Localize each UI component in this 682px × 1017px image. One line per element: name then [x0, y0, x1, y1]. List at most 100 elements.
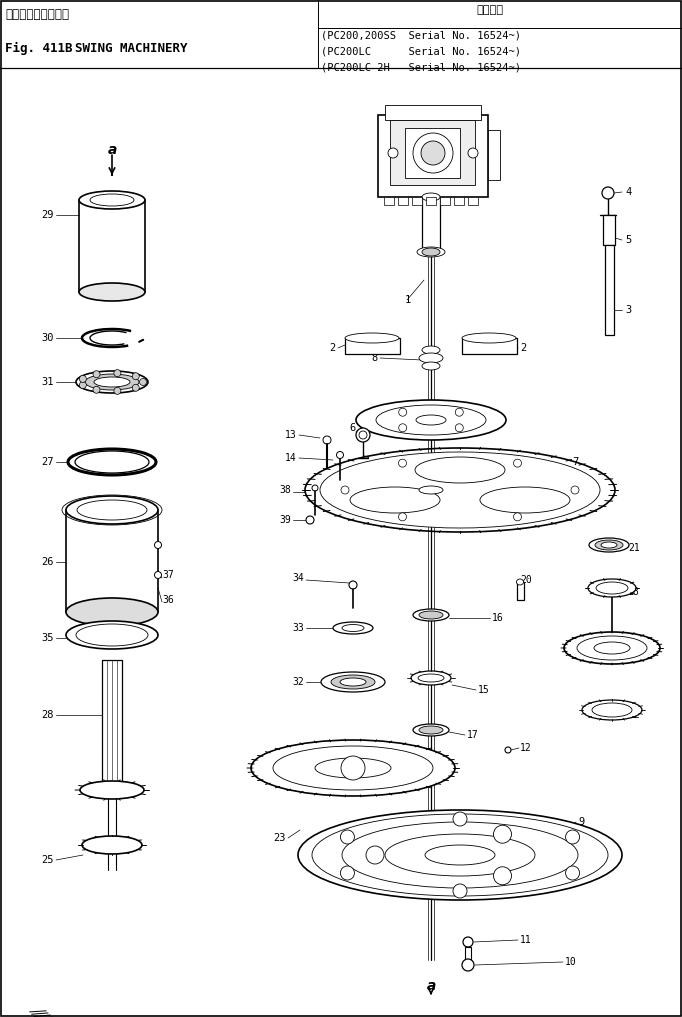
- Circle shape: [565, 830, 580, 844]
- Text: 5: 5: [625, 235, 632, 245]
- Ellipse shape: [413, 609, 449, 621]
- Circle shape: [79, 381, 87, 388]
- Circle shape: [514, 513, 522, 521]
- Ellipse shape: [320, 452, 600, 528]
- Circle shape: [388, 148, 398, 158]
- Text: 35: 35: [42, 633, 54, 643]
- Circle shape: [462, 959, 474, 971]
- Text: 25: 25: [42, 855, 54, 865]
- Ellipse shape: [80, 781, 144, 799]
- Ellipse shape: [462, 333, 516, 343]
- Bar: [462, 338, 517, 354]
- Ellipse shape: [577, 636, 647, 660]
- Ellipse shape: [419, 726, 443, 734]
- Circle shape: [356, 428, 370, 442]
- Text: 20: 20: [520, 575, 532, 585]
- Ellipse shape: [66, 598, 158, 626]
- Text: 13: 13: [285, 430, 297, 440]
- Circle shape: [453, 812, 467, 826]
- Circle shape: [155, 572, 162, 579]
- Circle shape: [155, 541, 162, 548]
- Bar: [440, 197, 450, 205]
- Ellipse shape: [251, 740, 455, 796]
- Bar: [378, 115, 488, 197]
- Text: 16: 16: [492, 613, 504, 623]
- Text: 適用号機: 適用号機: [477, 5, 503, 15]
- Ellipse shape: [588, 579, 636, 597]
- Ellipse shape: [376, 405, 486, 435]
- Text: 2: 2: [520, 343, 527, 353]
- Bar: [465, 947, 471, 961]
- Text: 4: 4: [625, 187, 632, 197]
- Bar: [422, 197, 440, 252]
- Text: 2: 2: [330, 343, 336, 353]
- Ellipse shape: [422, 346, 440, 354]
- Bar: [390, 120, 475, 185]
- Ellipse shape: [582, 700, 642, 720]
- Bar: [517, 582, 524, 600]
- Text: 37: 37: [162, 570, 174, 580]
- Text: 10: 10: [565, 957, 577, 967]
- Bar: [605, 245, 614, 335]
- Bar: [405, 128, 460, 178]
- Circle shape: [514, 459, 522, 467]
- Circle shape: [132, 384, 139, 392]
- Ellipse shape: [321, 672, 385, 692]
- Text: (PC200,200SS  Serial No. 16524~): (PC200,200SS Serial No. 16524~): [321, 29, 521, 40]
- Text: 21: 21: [628, 543, 640, 553]
- Text: 12: 12: [520, 743, 532, 753]
- Circle shape: [456, 424, 463, 432]
- Text: 19: 19: [628, 643, 640, 653]
- Circle shape: [341, 486, 349, 494]
- Text: a: a: [426, 979, 436, 993]
- Bar: [454, 197, 464, 205]
- Text: 18: 18: [628, 587, 640, 597]
- Ellipse shape: [79, 191, 145, 210]
- Ellipse shape: [323, 436, 331, 444]
- Text: 22: 22: [628, 710, 640, 720]
- Text: 38: 38: [279, 485, 291, 495]
- Text: 3: 3: [625, 305, 632, 315]
- Ellipse shape: [94, 377, 130, 387]
- Text: 27: 27: [42, 457, 54, 467]
- Text: Swing Motor: Swing Motor: [385, 147, 437, 157]
- Circle shape: [494, 825, 512, 843]
- Text: 6: 6: [350, 423, 356, 433]
- Ellipse shape: [312, 485, 318, 491]
- Ellipse shape: [419, 611, 443, 619]
- Circle shape: [398, 459, 406, 467]
- Circle shape: [93, 371, 100, 377]
- Ellipse shape: [66, 496, 158, 524]
- Text: 7: 7: [572, 457, 578, 467]
- Text: (PC200LC      Serial No. 16524~): (PC200LC Serial No. 16524~): [321, 46, 521, 56]
- Text: 33: 33: [293, 623, 304, 633]
- Circle shape: [494, 866, 512, 885]
- Text: 26: 26: [42, 557, 54, 567]
- Ellipse shape: [305, 448, 615, 532]
- Text: 旋回モータ: 旋回モータ: [385, 135, 410, 144]
- Text: 32: 32: [293, 677, 304, 687]
- Text: Fig. 411B: Fig. 411B: [5, 42, 72, 55]
- Ellipse shape: [417, 247, 445, 257]
- Circle shape: [453, 884, 467, 898]
- Ellipse shape: [385, 834, 535, 876]
- Text: 30: 30: [42, 333, 54, 343]
- Ellipse shape: [312, 814, 608, 896]
- Circle shape: [565, 866, 580, 880]
- Ellipse shape: [422, 193, 440, 201]
- Circle shape: [114, 387, 121, 395]
- Ellipse shape: [345, 333, 399, 343]
- Ellipse shape: [75, 451, 149, 473]
- Bar: [102, 660, 122, 790]
- Text: 29: 29: [42, 210, 54, 220]
- Circle shape: [359, 431, 367, 439]
- Circle shape: [340, 830, 355, 844]
- Text: 31: 31: [42, 377, 54, 387]
- Ellipse shape: [333, 622, 373, 634]
- Bar: [603, 215, 615, 245]
- Text: 1: 1: [405, 295, 411, 305]
- Circle shape: [399, 408, 406, 416]
- Ellipse shape: [336, 452, 344, 459]
- Ellipse shape: [350, 487, 440, 513]
- Circle shape: [571, 486, 579, 494]
